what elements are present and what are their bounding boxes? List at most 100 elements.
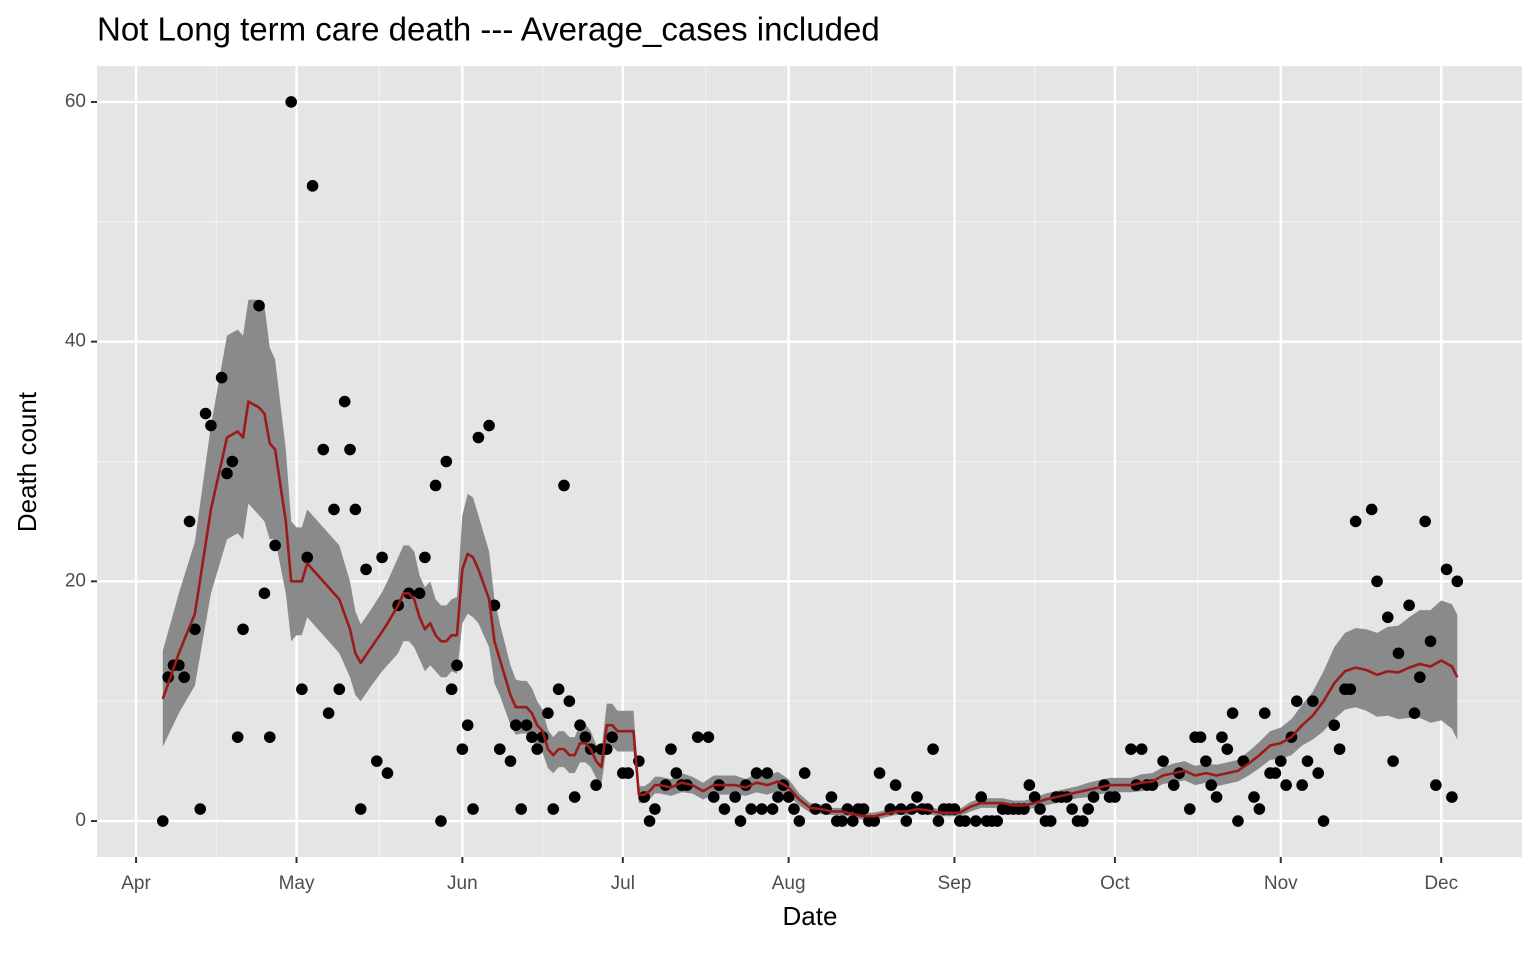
data-point [1430, 779, 1442, 791]
x-tick-label: Sep [938, 873, 972, 894]
data-point [344, 443, 356, 456]
data-point [707, 791, 720, 803]
data-point [1125, 743, 1137, 755]
data-point [1248, 791, 1260, 803]
data-point [932, 815, 945, 827]
data-point [306, 180, 319, 192]
y-axis-label: Death count [12, 391, 42, 532]
data-point [756, 803, 768, 815]
data-point [590, 779, 602, 791]
data-point [558, 479, 570, 492]
data-point [889, 779, 902, 791]
data-point [1216, 731, 1228, 743]
data-point [1184, 803, 1196, 815]
x-tick-label: Apr [121, 873, 151, 894]
data-point [178, 671, 190, 684]
data-point [419, 551, 431, 564]
data-point [237, 623, 249, 636]
data-point [488, 599, 501, 612]
data-point [665, 743, 677, 755]
data-point [691, 731, 704, 743]
data-point [702, 731, 715, 743]
data-point [857, 803, 870, 815]
data-point [911, 791, 923, 803]
data-point [1157, 755, 1169, 767]
data-point [1440, 563, 1453, 576]
data-point [868, 815, 881, 827]
data-point [333, 683, 346, 696]
data-point [221, 467, 233, 480]
x-tick-label: Aug [772, 873, 806, 894]
data-point [900, 815, 913, 827]
data-point [1419, 515, 1431, 528]
data-point [1023, 779, 1036, 791]
data-point [1087, 791, 1100, 803]
data-point [1253, 803, 1266, 815]
data-point [1307, 695, 1319, 707]
data-point [515, 803, 527, 815]
x-tick-label: Oct [1100, 873, 1130, 894]
x-tick-label: Dec [1424, 873, 1458, 894]
data-point [189, 623, 201, 636]
x-tick-label: Jul [611, 873, 635, 894]
data-point [718, 803, 731, 815]
data-point [301, 551, 314, 564]
data-point [215, 371, 228, 384]
data-point [772, 791, 784, 803]
data-point [1034, 803, 1046, 815]
data-point [435, 815, 447, 827]
data-point [1082, 803, 1094, 815]
data-point [643, 815, 656, 827]
data-point [622, 767, 634, 779]
data-point [1408, 707, 1421, 719]
data-point [1446, 791, 1458, 803]
data-point [1269, 767, 1282, 779]
data-point [782, 791, 795, 803]
data-point [258, 587, 271, 600]
trend-line [161, 400, 1459, 818]
x-tick-label: May [279, 873, 315, 894]
data-point [1066, 803, 1078, 815]
data-point [670, 767, 683, 779]
data-point [873, 767, 886, 779]
data-point [354, 803, 367, 815]
data-point [317, 443, 330, 456]
data-point [376, 551, 388, 564]
data-point [1296, 779, 1308, 791]
x-tick-label: Nov [1264, 873, 1298, 894]
data-point [445, 683, 458, 696]
data-point [1077, 815, 1089, 827]
data-point [552, 683, 565, 696]
data-point [606, 731, 618, 743]
data-point [338, 395, 351, 408]
data-point [472, 431, 485, 444]
data-point [269, 539, 281, 552]
data-point [483, 419, 495, 432]
data-point [1371, 575, 1383, 588]
data-point [1387, 755, 1399, 767]
data-point [285, 96, 297, 108]
data-point [1344, 683, 1357, 696]
data-point [975, 791, 988, 803]
data-point [199, 407, 212, 420]
data-point [1135, 743, 1148, 755]
data-point [1414, 671, 1426, 684]
data-point [1365, 503, 1378, 516]
data-point [1381, 611, 1394, 624]
data-point [788, 803, 800, 815]
x-axis-label: Date [783, 901, 838, 931]
data-point [183, 515, 196, 528]
data-point [1028, 791, 1041, 803]
data-point [574, 719, 586, 731]
data-point [1291, 695, 1303, 707]
data-point [456, 743, 469, 755]
data-point [231, 731, 244, 743]
data-point [328, 503, 340, 516]
data-point [895, 803, 907, 815]
data-point [440, 455, 453, 468]
y-tick-label: 60 [65, 91, 86, 112]
data-point [451, 659, 463, 672]
data-point [1200, 755, 1212, 767]
